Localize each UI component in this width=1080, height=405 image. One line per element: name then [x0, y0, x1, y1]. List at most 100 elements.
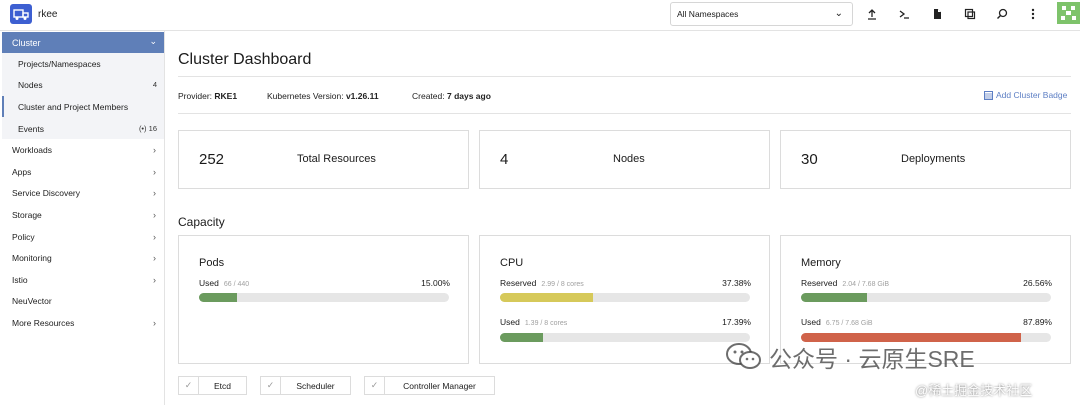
sidebar-group-cluster[interactable]: Cluster ⌄ [2, 32, 164, 53]
cpu-used-label: Used 1.39 / 8 cores [500, 317, 568, 327]
component-status-etcd[interactable]: ✓ Etcd [178, 376, 247, 395]
cpu-reserved-label: Reserved 2.99 / 8 cores [500, 278, 584, 288]
sidebar-item-service-discovery[interactable]: Service Discovery › [0, 182, 164, 203]
cpu-used-bar [500, 333, 750, 342]
stat-value: 30 [801, 151, 818, 168]
stat-card-deployments[interactable]: 30 Deployments [780, 130, 1071, 189]
sidebar-item-label: NeuVector [12, 295, 52, 306]
search-icon[interactable] [992, 4, 1012, 24]
upload-icon[interactable] [862, 4, 882, 24]
chevron-right-icon: › [153, 252, 156, 263]
nodes-count: 4 [152, 80, 157, 89]
sidebar-item-nodes[interactable]: Nodes 4 [2, 74, 164, 95]
file-icon[interactable] [927, 4, 947, 24]
pods-used-bar-fill [199, 293, 237, 302]
sidebar-item-label: Policy [12, 231, 35, 242]
terminal-icon[interactable] [894, 4, 914, 24]
chevron-right-icon: › [153, 274, 156, 285]
stat-label: Deployments [901, 153, 966, 165]
component-label: Scheduler [296, 380, 335, 391]
sidebar-item-workloads[interactable]: Workloads › [0, 139, 164, 160]
pods-used-percent: 15.00% [421, 278, 450, 288]
cpu-reserved-bar-fill [500, 293, 594, 302]
stat-label: Total Resources [297, 153, 376, 165]
sidebar-item-label: Service Discovery [12, 187, 81, 198]
sidebar-item-istio[interactable]: Istio › [0, 269, 164, 290]
chevron-right-icon: › [153, 166, 156, 177]
sidebar: Cluster ⌄ Projects/Namespaces Nodes 4 Cl… [0, 31, 165, 405]
capacity-card-cpu: CPU Reserved 2.99 / 8 cores 37.38% Used 1.… [479, 235, 770, 364]
sidebar-item-label: Cluster and Project Members [18, 101, 129, 112]
component-label: Controller Manager [403, 380, 476, 391]
memory-used-percent: 87.89% [1023, 317, 1052, 327]
cpu-reserved-bar [500, 293, 750, 302]
watermark-text: 公众号 · 云原生SRE [769, 346, 975, 372]
sidebar-item-label: Nodes [18, 79, 43, 90]
capacity-card-title: Pods [199, 257, 225, 269]
top-bar: rkee All Namespaces ⌄ [0, 0, 1080, 31]
user-avatar[interactable] [1057, 2, 1080, 24]
capacity-card-title: CPU [500, 257, 524, 269]
stat-card-nodes[interactable]: 4 Nodes [479, 130, 770, 189]
sidebar-item-policy[interactable]: Policy › [0, 226, 164, 247]
page-title: Cluster Dashboard [178, 51, 312, 68]
sidebar-item-monitoring[interactable]: Monitoring › [0, 247, 164, 268]
main-content: Cluster Dashboard Provider: RKE1 Kuberne… [166, 31, 1080, 405]
add-cluster-badge-label: Add Cluster Badge [996, 90, 1068, 100]
sidebar-item-label: More Resources [12, 317, 75, 328]
wechat-icon [726, 343, 761, 369]
cluster-logo-icon[interactable] [10, 4, 32, 24]
chevron-down-icon: ⌄ [149, 36, 157, 46]
sidebar-item-storage[interactable]: Storage › [0, 204, 164, 225]
pods-used-label: Used 66 / 440 [199, 278, 250, 288]
sidebar-item-neuvector[interactable]: NeuVector [0, 290, 164, 311]
divider [178, 113, 1071, 114]
chevron-down-icon: ⌄ [834, 8, 843, 19]
copy-icon[interactable] [960, 4, 980, 24]
check-icon: ✓ [179, 377, 199, 394]
stat-value: 4 [500, 151, 509, 168]
sidebar-item-projects-namespaces[interactable]: Projects/Namespaces [2, 53, 164, 74]
cpu-used-bar-fill [500, 333, 544, 342]
capacity-title: Capacity [178, 215, 225, 229]
component-status-scheduler[interactable]: ✓ Scheduler [260, 376, 351, 395]
watermark-wechat: 公众号 · 云原生SRE [725, 340, 975, 374]
capacity-card-title: Memory [801, 257, 841, 269]
stat-value: 252 [199, 151, 225, 168]
component-status-controller-manager[interactable]: ✓ Controller Manager [364, 376, 495, 395]
sidebar-item-label: Events [18, 123, 44, 134]
sidebar-item-cluster-members[interactable]: Cluster and Project Members [2, 96, 164, 117]
divider [178, 76, 1071, 77]
capacity-card-pods: Pods Used 66 / 440 15.00% [178, 235, 469, 364]
component-label: Etcd [213, 380, 231, 391]
sidebar-item-label: Monitoring [12, 252, 52, 263]
sidebar-item-label: Workloads [12, 144, 52, 155]
pods-used-bar [199, 293, 449, 302]
events-icon: (•) [138, 124, 149, 133]
check-icon: ✓ [261, 377, 281, 394]
namespace-select-value: All Namespaces [677, 9, 739, 19]
check-icon: ✓ [365, 377, 385, 394]
stat-label: Nodes [613, 153, 645, 165]
memory-reserved-bar-fill [801, 293, 868, 302]
sidebar-group-label: Cluster [12, 37, 41, 48]
created-info: Created: 7 days ago [412, 91, 491, 101]
sidebar-item-events[interactable]: Events (•) 16 [2, 118, 164, 139]
namespace-select[interactable]: All Namespaces ⌄ [670, 2, 853, 26]
memory-reserved-label: Reserved 2.04 / 7.68 GiB [801, 278, 890, 288]
add-cluster-badge-link[interactable]: Add Cluster Badge [984, 90, 1067, 100]
cluster-name[interactable]: rkee [38, 9, 58, 20]
chevron-right-icon: › [153, 187, 156, 198]
sidebar-item-label: Storage [12, 209, 42, 220]
cpu-reserved-percent: 37.38% [722, 278, 751, 288]
cluster-subnav: Projects/Namespaces Nodes 4 Cluster and … [2, 53, 164, 139]
sidebar-item-apps[interactable]: Apps › [0, 161, 164, 182]
stat-card-total-resources[interactable]: 252 Total Resources [178, 130, 469, 189]
chevron-right-icon: › [153, 231, 156, 242]
sidebar-item-more-resources[interactable]: More Resources › [0, 312, 164, 333]
provider-info: Provider: RKE1 [178, 91, 238, 101]
memory-used-bar [801, 333, 1051, 342]
more-icon[interactable] [1023, 4, 1043, 24]
memory-reserved-percent: 26.56% [1023, 278, 1052, 288]
sidebar-item-label: Projects/Namespaces [18, 58, 101, 69]
